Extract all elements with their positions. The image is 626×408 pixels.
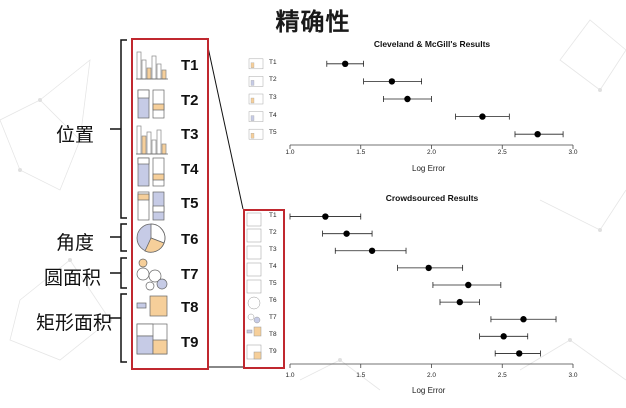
x-tick-label: 2.0	[426, 372, 437, 379]
data-point	[456, 298, 463, 306]
row-label: T2	[269, 228, 277, 236]
row-thumbnail-mark	[250, 115, 255, 121]
data-point	[425, 264, 432, 272]
t3-thumbnail	[136, 125, 168, 155]
t7-thumbnail	[136, 258, 168, 291]
row-label: T9	[269, 348, 277, 356]
data-point	[516, 350, 523, 357]
x-tick-label: 1.5	[356, 372, 366, 379]
task-label-t3: T3	[181, 126, 199, 143]
row-label: T3	[269, 94, 277, 101]
data-point	[404, 95, 411, 103]
x-tick-label: 1.0	[285, 372, 295, 379]
data-point	[520, 316, 527, 323]
task-label-t6: T6	[181, 231, 199, 248]
x-tick-label: 2.5	[497, 372, 507, 379]
row-thumbnail-mark	[250, 133, 255, 139]
task-label-t9: T9	[181, 334, 199, 351]
row-label: T5	[269, 280, 277, 287]
row-label: T7	[269, 314, 277, 322]
data-point	[322, 213, 329, 220]
row-label: T1	[269, 58, 277, 66]
t8-thumbnail	[136, 295, 168, 317]
x-tick-label: 1.0	[285, 149, 295, 156]
task-label-t5: T5	[181, 195, 199, 212]
row-label: T6	[269, 297, 277, 305]
row-label: T3	[269, 245, 277, 253]
task-label-t8: T8	[181, 299, 199, 316]
mini-thumbnails	[246, 212, 262, 360]
row-thumbnail	[248, 76, 264, 87]
data-point	[500, 333, 507, 340]
row-label: T1	[269, 211, 277, 219]
task-label-t7: T7	[181, 266, 199, 283]
data-point	[368, 247, 376, 254]
data-point	[341, 60, 349, 67]
x-tick-label: 3.0	[568, 372, 578, 379]
category-label-angle: 角度	[56, 232, 95, 254]
data-point	[343, 230, 350, 237]
x-tick-label: 2.0	[426, 149, 437, 156]
chart-title-cleveland: Cleveland & McGill's Results	[373, 39, 491, 49]
crowdsourced-thumbnail-column	[243, 209, 285, 369]
chart-title-crowdsourced: Crowdsourced Results	[385, 193, 479, 203]
x-tick-label: 1.5	[356, 149, 366, 156]
task-label-t4: T4	[181, 161, 199, 178]
data-point	[465, 281, 472, 289]
t2-thumbnail	[137, 89, 165, 119]
task-thumbnails	[136, 51, 168, 355]
t4-thumbnail	[137, 157, 165, 187]
row-label: T2	[269, 76, 277, 84]
task-label-t2: T2	[181, 92, 199, 109]
row-thumbnail	[248, 111, 264, 122]
x-axis-label-cleveland: Log Error	[412, 164, 446, 173]
row-thumbnail-mark	[250, 97, 255, 104]
task-label-t1: T1	[181, 57, 199, 74]
t6-thumbnail	[136, 223, 166, 253]
page-title: 精确性	[275, 8, 351, 36]
row-thumbnail	[248, 93, 264, 105]
task-panel: T1 T2 T3 T4 T5 T6 T7 T8 T9	[131, 38, 209, 370]
t1-thumbnail	[136, 51, 168, 80]
row-label: T8	[269, 331, 277, 339]
category-label-position: 位置	[56, 124, 95, 146]
row-thumbnail-mark	[250, 62, 255, 68]
data-point	[534, 131, 541, 138]
row-label: T5	[269, 129, 277, 137]
category-label-circle-area: 圆面积	[44, 267, 102, 289]
data-point	[479, 113, 486, 120]
row-label: T4	[269, 262, 277, 270]
row-thumbnail	[248, 58, 264, 70]
x-axis-label-crowdsourced: Log Error	[412, 386, 446, 395]
row-thumbnail	[248, 128, 264, 140]
row-label: T4	[269, 111, 277, 119]
data-point	[388, 78, 396, 85]
t9-thumbnail	[136, 323, 168, 355]
x-tick-label: 3.0	[568, 149, 578, 156]
t5-thumbnail	[137, 191, 165, 221]
x-tick-label: 2.5	[497, 149, 507, 156]
row-thumbnail-mark	[250, 80, 255, 86]
category-label-rect-area: 矩形面积	[36, 312, 113, 334]
